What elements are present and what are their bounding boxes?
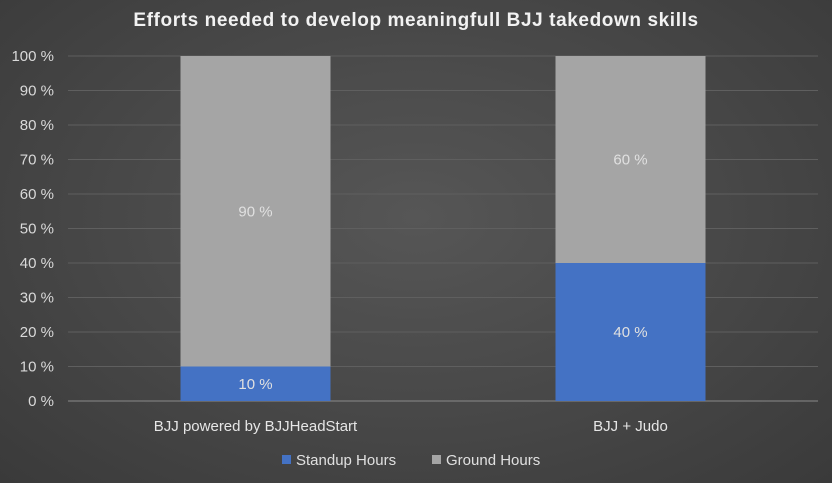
y-tick-label: 50 %	[20, 221, 54, 238]
category-label: BJJ + Judo	[593, 418, 668, 435]
y-tick-label: 70 %	[20, 152, 54, 169]
bar-segment	[555, 263, 706, 401]
data-label: 90 %	[238, 203, 272, 220]
legend-swatch	[282, 455, 291, 464]
y-tick-label: 90 %	[20, 83, 54, 100]
y-tick-label: 0 %	[28, 393, 54, 410]
bar-segment	[555, 56, 706, 263]
data-label: 40 %	[613, 324, 647, 341]
bar-segment	[180, 366, 331, 401]
data-label: 60 %	[613, 152, 647, 169]
legend-label: Ground Hours	[446, 452, 540, 469]
category-label: BJJ powered by BJJHeadStart	[154, 418, 358, 435]
y-tick-label: 30 %	[20, 290, 54, 307]
y-tick-label: 40 %	[20, 255, 54, 272]
y-tick-label: 20 %	[20, 324, 54, 341]
bar-segment	[180, 56, 331, 367]
y-tick-label: 80 %	[20, 117, 54, 134]
chart-title: Efforts needed to develop meaningfull BJ…	[133, 10, 699, 31]
y-tick-label: 10 %	[20, 359, 54, 376]
legend-label: Standup Hours	[296, 452, 396, 469]
legend-swatch	[432, 455, 441, 464]
data-label: 10 %	[238, 376, 272, 393]
y-tick-label: 100 %	[11, 48, 54, 65]
y-tick-label: 60 %	[20, 186, 54, 203]
